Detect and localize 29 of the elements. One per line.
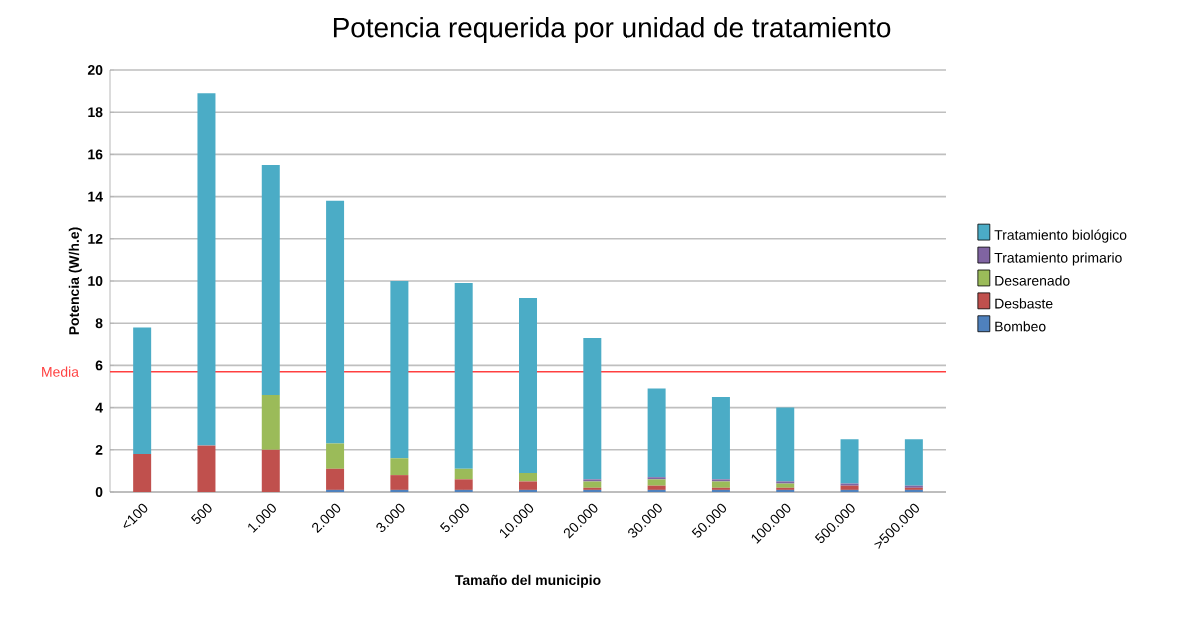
bar	[647, 479, 666, 486]
bar	[904, 439, 923, 486]
bar	[197, 93, 216, 446]
bar	[390, 458, 409, 476]
bar	[711, 481, 730, 488]
bar	[519, 473, 538, 482]
bar	[454, 468, 473, 480]
bar	[261, 394, 280, 450]
bar	[133, 327, 152, 455]
bar	[133, 454, 152, 492]
bar	[261, 449, 280, 492]
bar	[583, 481, 602, 488]
bar	[326, 200, 345, 444]
bar	[776, 407, 795, 482]
bar	[326, 468, 345, 490]
bar	[519, 297, 538, 474]
bar	[390, 281, 409, 459]
bar	[519, 481, 538, 490]
bar	[326, 443, 345, 469]
bar	[197, 445, 216, 492]
bar	[647, 388, 666, 478]
chart-title: Potencia requerida por unidad de tratamiento	[333, 17, 891, 43]
bar	[711, 397, 730, 480]
bar	[840, 439, 859, 484]
bar	[454, 479, 473, 490]
bar	[261, 164, 280, 395]
bar	[390, 475, 409, 490]
bar	[583, 337, 602, 480]
bar	[454, 283, 473, 469]
